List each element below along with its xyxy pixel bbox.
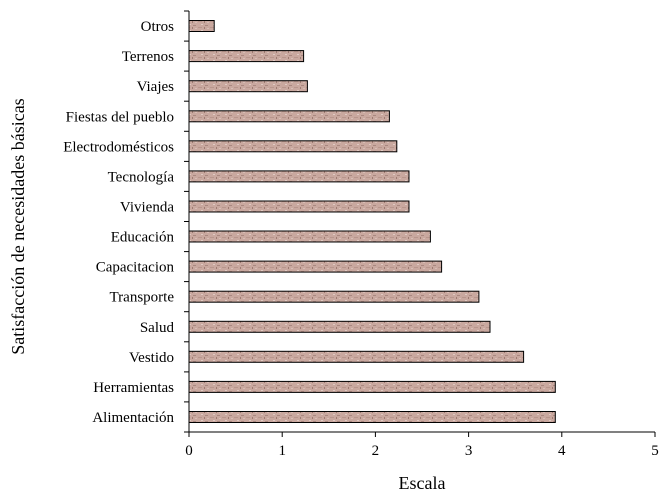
y-tick-label: Otros [141, 19, 174, 35]
y-tick-label: Vivienda [120, 200, 174, 216]
bar-12 [188, 380, 556, 393]
y-tick-label: Electrodomésticos [63, 139, 174, 155]
x-tick-label: 3 [465, 443, 473, 459]
bar-11 [188, 350, 525, 363]
bar-6 [188, 200, 410, 213]
bar-4 [188, 140, 398, 153]
bar-13 [188, 411, 556, 423]
bar-3 [188, 110, 390, 123]
bar-9 [188, 290, 480, 303]
bar-2 [188, 80, 308, 93]
bar-5 [188, 170, 410, 183]
y-tick-label: Educación [111, 230, 175, 246]
y-axis-title: Satisfacción de necesidades básicas [8, 98, 28, 354]
y-tick-label: Terrenos [122, 49, 174, 65]
y-tick-label: Herramientas [93, 380, 174, 396]
bar-7 [188, 230, 431, 243]
y-tick-label: Tecnología [108, 169, 175, 185]
y-tick-label: Viajes [137, 79, 175, 95]
bar-8 [188, 260, 443, 273]
y-tick-label: Vestido [129, 350, 174, 366]
bar-10 [188, 320, 491, 333]
x-tick-label: 5 [651, 443, 659, 459]
x-tick-label: 2 [372, 443, 380, 459]
x-tick-label: 4 [558, 443, 566, 459]
x-axis-title: Escala [399, 473, 446, 493]
bar-1 [188, 50, 305, 63]
y-tick-label: Fiestas del pueblo [66, 109, 174, 125]
y-tick-label: Capacitacion [96, 260, 175, 276]
y-tick-label: Transporte [110, 290, 175, 306]
y-tick-label: Salud [140, 320, 175, 336]
y-tick-label: Alimentación [92, 410, 174, 426]
x-tick-label: 1 [278, 443, 286, 459]
x-tick-label: 0 [185, 443, 193, 459]
bar-0 [188, 20, 215, 32]
